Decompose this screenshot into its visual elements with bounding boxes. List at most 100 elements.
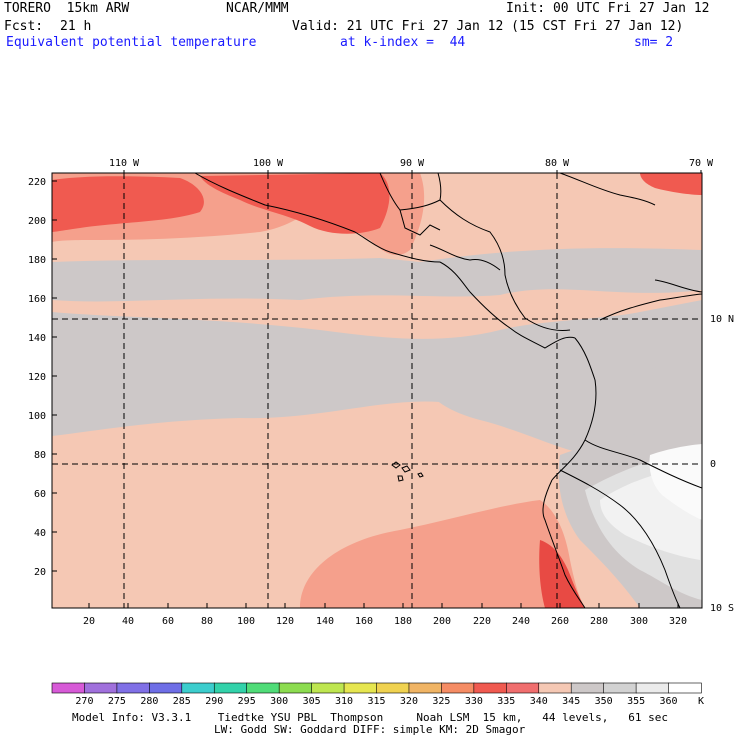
x-tick-label: 20 bbox=[83, 616, 95, 627]
lon-label-80w: 80 W bbox=[545, 158, 570, 169]
legend-swatch bbox=[376, 682, 410, 694]
forecast-label: Fcst: bbox=[4, 19, 44, 34]
legend-swatch bbox=[116, 682, 151, 694]
field-red-northwest bbox=[52, 176, 204, 232]
galapagos-2 bbox=[401, 465, 411, 473]
legend-swatch bbox=[213, 682, 248, 694]
graticule bbox=[52, 173, 702, 608]
legend-swatch bbox=[505, 682, 540, 694]
x-tick-label: 320 bbox=[669, 616, 687, 627]
center-label: NCAR/MMM bbox=[226, 1, 289, 16]
left-ticks bbox=[52, 180, 57, 572]
legend-unit: K bbox=[698, 696, 704, 707]
legend-value-label: 340 bbox=[530, 696, 548, 707]
legend-colorbar bbox=[51, 682, 702, 694]
forecast-hour: 21 h bbox=[60, 19, 92, 34]
legend-value-label: 300 bbox=[270, 696, 288, 707]
lon-label-100w: 100 W bbox=[253, 158, 284, 169]
legend-swatch bbox=[538, 682, 572, 694]
y-tick-label: 180 bbox=[28, 255, 46, 266]
legend-swatch bbox=[51, 682, 86, 694]
legend-value-label: 345 bbox=[562, 696, 580, 707]
x-tick-label: 160 bbox=[355, 616, 373, 627]
legend-swatch bbox=[473, 682, 508, 694]
plot-frame bbox=[51, 172, 703, 609]
x-tick-label: 120 bbox=[276, 616, 294, 627]
legend-swatch bbox=[343, 682, 378, 694]
y-tick-label: 100 bbox=[28, 411, 46, 422]
galapagos-1 bbox=[391, 461, 401, 469]
level-label: at k-index = 44 bbox=[340, 35, 466, 50]
border-mexico-guatemala bbox=[399, 209, 441, 236]
x-tick-label: 260 bbox=[551, 616, 569, 627]
coast-caribbean-sa bbox=[599, 293, 702, 321]
x-tick-label: 180 bbox=[394, 616, 412, 627]
smoothing-label: sm= 2 bbox=[634, 35, 674, 50]
legend-value-label: 270 bbox=[75, 696, 93, 707]
x-tick-label: 240 bbox=[512, 616, 530, 627]
legend-value-label: 280 bbox=[140, 696, 158, 707]
coast-mexico bbox=[194, 173, 441, 263]
legend-swatch bbox=[246, 682, 280, 694]
legend-swatch bbox=[668, 682, 702, 694]
coast-yucatan bbox=[379, 173, 442, 211]
legend-value-label: 330 bbox=[465, 696, 483, 707]
y-tick-label: 40 bbox=[34, 528, 46, 539]
lat-label-10n: 10 N bbox=[710, 314, 734, 325]
lat-label-0: 0 bbox=[710, 459, 716, 470]
y-tick-label: 20 bbox=[34, 567, 46, 578]
cuba bbox=[559, 173, 656, 206]
hispaniola bbox=[654, 279, 702, 293]
legend-swatch bbox=[278, 682, 313, 694]
lat-label-10s: 10 S bbox=[710, 603, 734, 614]
legend-swatch bbox=[149, 682, 183, 694]
legend-value-label: 305 bbox=[303, 696, 321, 707]
legend-swatch bbox=[635, 682, 670, 694]
x-tick-label: 300 bbox=[630, 616, 648, 627]
lon-label-90w: 90 W bbox=[400, 158, 425, 169]
legend-value-label: 355 bbox=[627, 696, 645, 707]
legend-swatch bbox=[570, 682, 605, 694]
legend-labels: 270 275 280 285 290 295 300 305 310 315 320 325 330 3… bbox=[75, 696, 677, 707]
y-tick-label: 60 bbox=[34, 489, 46, 500]
field-grey-patch-east bbox=[420, 360, 702, 457]
x-tick-label: 140 bbox=[316, 616, 334, 627]
model-info-line1: Model Info: V3.3.1 Tiedtke YSU PBL Thomp… bbox=[72, 711, 669, 724]
legend-swatch bbox=[408, 682, 443, 694]
border-sa-2 bbox=[559, 469, 681, 608]
x-tick-label: 100 bbox=[237, 616, 255, 627]
legend-value-label: 335 bbox=[497, 696, 515, 707]
bottom-ticks bbox=[88, 603, 679, 608]
border-sa-1 bbox=[584, 439, 702, 489]
border-central-1 bbox=[429, 244, 501, 271]
legend-value-label: 315 bbox=[367, 696, 385, 707]
init-time: Init: 00 UTC Fri 27 Jan 12 bbox=[506, 1, 710, 16]
legend-value-label: 350 bbox=[595, 696, 613, 707]
y-tick-label: 200 bbox=[28, 216, 46, 227]
field-red-caribbean bbox=[640, 173, 702, 195]
lon-label-110w: 110 W bbox=[109, 158, 140, 169]
legend-swatch bbox=[84, 682, 118, 694]
legend-value-label: 320 bbox=[400, 696, 418, 707]
legend-value-label: 275 bbox=[108, 696, 126, 707]
y-tick-label: 120 bbox=[28, 372, 46, 383]
x-tick-label: 280 bbox=[590, 616, 608, 627]
valid-time: Valid: 21 UTC Fri 27 Jan 12 (15 CST Fri … bbox=[292, 19, 684, 34]
legend-value-label: 295 bbox=[238, 696, 256, 707]
y-tick-label: 220 bbox=[28, 177, 46, 188]
y-tick-label: 80 bbox=[34, 450, 46, 461]
x-tick-label: 80 bbox=[201, 616, 213, 627]
coastlines bbox=[194, 173, 702, 608]
field-white-sa-2 bbox=[649, 444, 702, 520]
y-tick-label: 140 bbox=[28, 333, 46, 344]
legend-value-label: 290 bbox=[205, 696, 223, 707]
top-ticks bbox=[123, 170, 702, 173]
x-tick-label: 220 bbox=[473, 616, 491, 627]
x-tick-label: 60 bbox=[162, 616, 174, 627]
field-name: Equivalent potential temperature bbox=[6, 35, 257, 50]
coast-central-america bbox=[439, 261, 576, 349]
field-grey-band-north bbox=[52, 248, 702, 302]
galapagos-4 bbox=[417, 472, 424, 478]
x-tick-label: 200 bbox=[433, 616, 451, 627]
